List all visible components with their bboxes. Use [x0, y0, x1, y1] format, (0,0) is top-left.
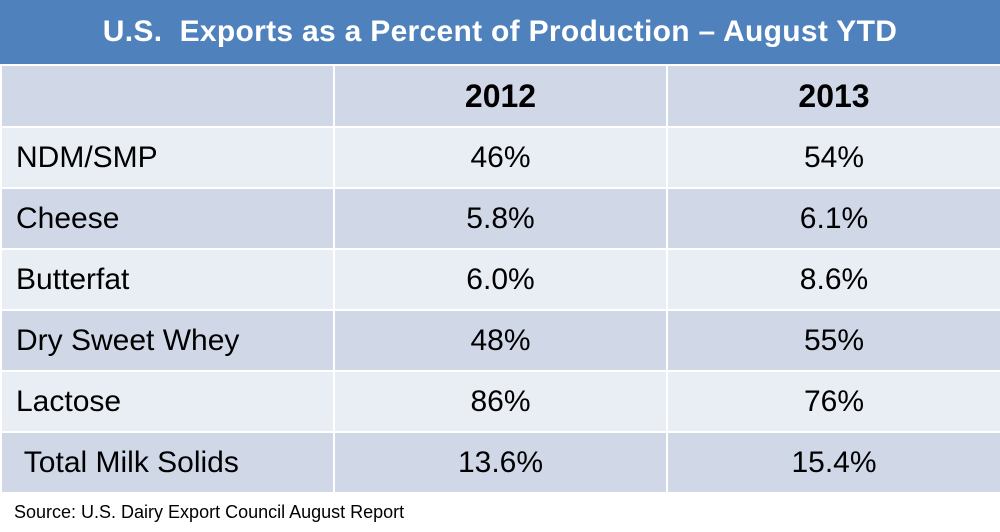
cell-2013: 54%: [666, 126, 1000, 189]
cell-2013: 6.1%: [666, 187, 1000, 250]
table-row: Lactose 86% 76%: [0, 370, 1000, 433]
source-note: Source: U.S. Dairy Export Council August…: [14, 502, 405, 522]
cell-2013: 15.4%: [666, 431, 1000, 494]
row-label: Cheese: [0, 187, 335, 250]
cell-2013: 8.6%: [666, 248, 1000, 311]
row-label: Total Milk Solids: [0, 431, 335, 494]
header-row: 2012 2013: [0, 64, 1000, 128]
exports-table: 2012 2013 NDM/SMP 46% 54% Cheese 5.8% 6.…: [0, 64, 1000, 494]
table-row: Butterfat 6.0% 8.6%: [0, 248, 1000, 311]
cell-2013: 55%: [666, 309, 1000, 372]
table-title: U.S. Exports as a Percent of Production …: [0, 0, 1000, 64]
cell-2012: 86%: [333, 370, 668, 433]
cell-2012: 13.6%: [333, 431, 668, 494]
header-cell-2012: 2012: [333, 64, 668, 128]
cell-2012: 6.0%: [333, 248, 668, 311]
row-label: NDM/SMP: [0, 126, 335, 189]
cell-2013: 76%: [666, 370, 1000, 433]
header-cell-2013: 2013: [666, 64, 1000, 128]
table-row: NDM/SMP 46% 54%: [0, 126, 1000, 189]
row-label: Butterfat: [0, 248, 335, 311]
cell-2012: 5.8%: [333, 187, 668, 250]
table-row: Cheese 5.8% 6.1%: [0, 187, 1000, 250]
row-label: Lactose: [0, 370, 335, 433]
cell-2012: 46%: [333, 126, 668, 189]
table-row: Total Milk Solids 13.6% 15.4%: [0, 431, 1000, 494]
table-row: Dry Sweet Whey 48% 55%: [0, 309, 1000, 372]
row-label: Dry Sweet Whey: [0, 309, 335, 372]
cell-2012: 48%: [333, 309, 668, 372]
header-cell-label: [0, 64, 335, 128]
